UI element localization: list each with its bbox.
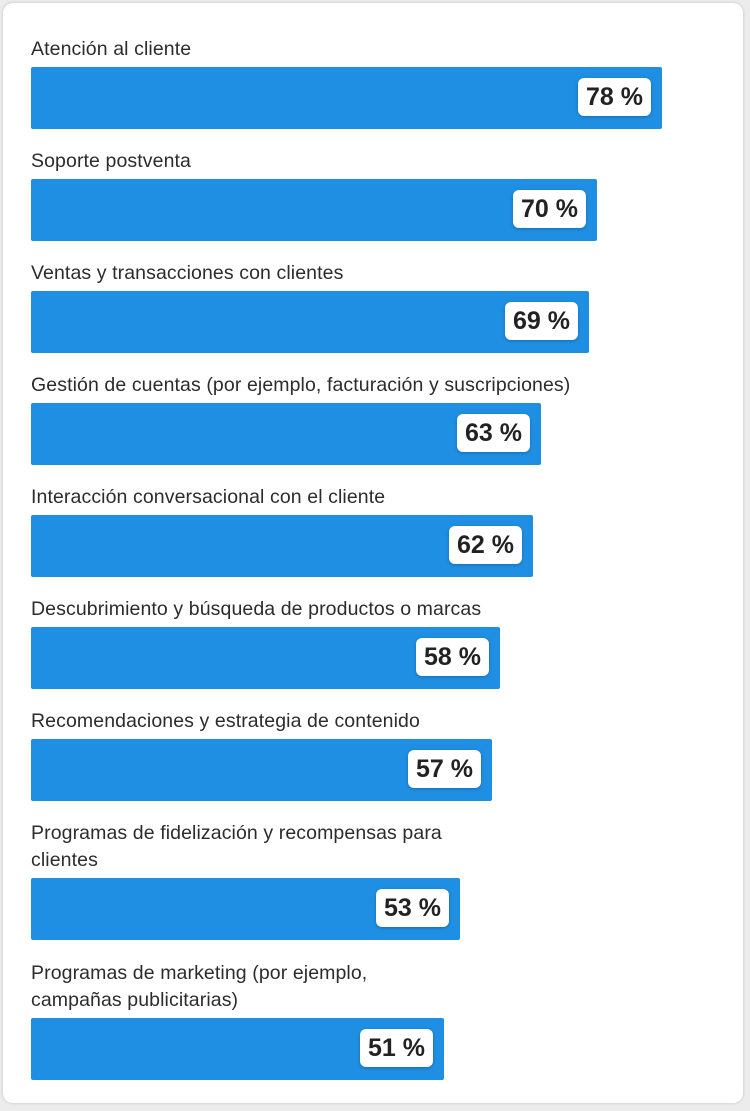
value-label: 62 % (449, 526, 522, 564)
bar: 51 % (31, 1018, 444, 1080)
bar: 70 % (31, 179, 597, 241)
category-label: Descubrimiento y búsqueda de productos o… (31, 598, 482, 620)
category-label: Gestión de cuentas (por ejemplo, factura… (31, 374, 571, 396)
bar: 53 % (31, 878, 460, 940)
bar: 63 % (31, 403, 541, 465)
value-label: 51 % (360, 1029, 433, 1067)
category-label: Ventas y transacciones con clientes (31, 262, 344, 284)
chart-card: Atención al cliente 78 % Soporte postventa… (3, 3, 743, 1103)
value-label: 58 % (416, 638, 489, 676)
value-label: 69 % (505, 302, 578, 340)
bar: 69 % (31, 291, 589, 353)
category-label: Interacción conversacional con el client… (31, 486, 386, 508)
value-label: 57 % (408, 750, 481, 788)
category-label: Atención al cliente (31, 38, 192, 60)
category-label: Programas de marketing (por ejemplo, cam… (31, 962, 368, 1011)
bar: 57 % (31, 739, 492, 801)
bar: 58 % (31, 627, 500, 689)
value-label: 63 % (457, 414, 530, 452)
category-label: Programas de fidelización y recompensas … (31, 822, 442, 871)
value-label: 70 % (513, 190, 586, 228)
category-label: Soporte postventa (31, 150, 191, 172)
bar: 78 % (31, 67, 662, 129)
bar: 62 % (31, 515, 533, 577)
value-label: 78 % (578, 78, 651, 116)
category-label: Recomendaciones y estrategia de contenid… (31, 710, 420, 732)
value-label: 53 % (376, 889, 449, 927)
